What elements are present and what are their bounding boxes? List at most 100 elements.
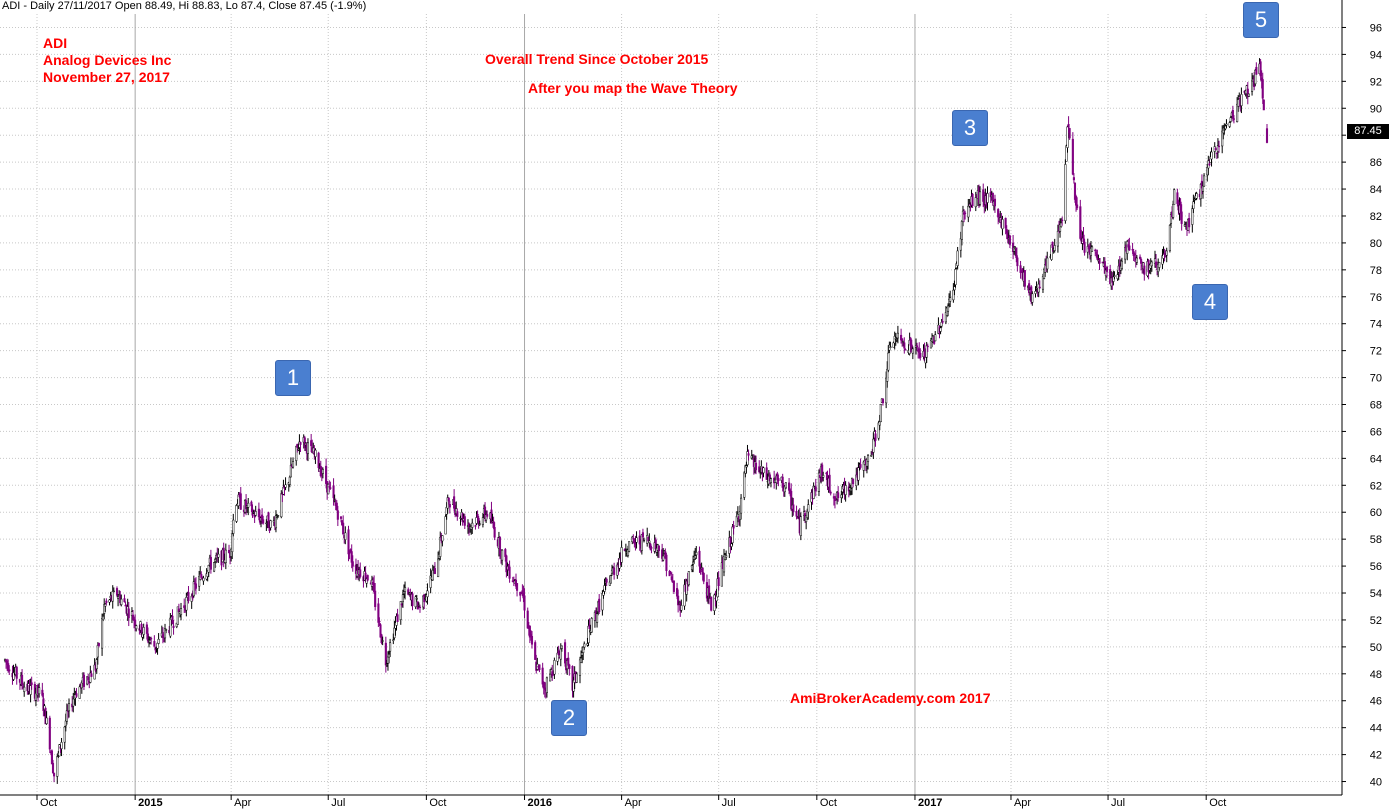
- candle-body: [235, 504, 238, 522]
- x-tick-label-11: Jul: [1111, 797, 1125, 809]
- candle-body: [1237, 99, 1240, 107]
- candle-body: [1005, 228, 1008, 234]
- y-tick-label-60: 60: [1370, 507, 1382, 519]
- candle-body: [879, 404, 882, 423]
- candle-body: [1120, 260, 1123, 269]
- candle-body: [642, 539, 646, 542]
- candle-body: [590, 618, 593, 633]
- candle-body: [475, 517, 478, 524]
- candle-body: [1201, 185, 1205, 192]
- candle-body: [1103, 261, 1106, 274]
- candle-body: [1008, 235, 1011, 245]
- candle-body: [1163, 253, 1166, 255]
- candle-body: [23, 686, 26, 692]
- y-tick-label-42: 42: [1370, 750, 1382, 762]
- wave-label-4: 4: [1192, 284, 1228, 320]
- candle-body: [960, 221, 963, 240]
- candle-body: [123, 598, 126, 603]
- y-tick-label-66: 66: [1370, 426, 1382, 438]
- candle-body: [1165, 250, 1168, 256]
- candle-body: [63, 726, 66, 743]
- candle-body: [448, 504, 451, 508]
- y-tick-label-54: 54: [1370, 588, 1382, 600]
- candle-body: [538, 664, 541, 670]
- candle-body: [134, 619, 137, 626]
- candle-body: [635, 537, 638, 543]
- candle-body: [217, 553, 220, 558]
- candle-body: [82, 674, 85, 687]
- candle-body: [916, 345, 919, 348]
- candle-body: [1071, 138, 1074, 175]
- candle-body: [641, 532, 644, 538]
- candle-body: [289, 464, 292, 478]
- candle-body: [149, 639, 152, 643]
- candle-body: [257, 508, 260, 518]
- candle-body: [892, 342, 895, 348]
- candle-body: [296, 443, 299, 448]
- candle-body: [280, 493, 283, 518]
- candle-body: [408, 592, 411, 594]
- candle-body: [463, 516, 466, 526]
- candle-body: [680, 605, 683, 611]
- candle-body: [319, 465, 322, 477]
- candle-body: [1210, 151, 1213, 160]
- x-tick-label-6: Apr: [625, 797, 642, 809]
- candle-body: [1073, 182, 1077, 200]
- candle-body: [650, 547, 653, 549]
- candle-body: [952, 289, 955, 301]
- candle-body: [504, 549, 507, 557]
- candle-body: [624, 550, 627, 552]
- candle-body: [456, 511, 459, 517]
- candle-body: [677, 595, 680, 606]
- candle-body: [486, 514, 489, 517]
- candle-body: [108, 599, 111, 603]
- candle-body: [1068, 128, 1071, 139]
- candle-body: [433, 568, 436, 574]
- candle-body: [1180, 211, 1183, 224]
- candle-body: [877, 422, 880, 439]
- candle-body: [1176, 192, 1179, 204]
- candle-body: [1124, 247, 1127, 260]
- candle-body: [303, 437, 306, 448]
- candle-body: [15, 666, 18, 679]
- candle-body: [1083, 241, 1086, 253]
- candle-body: [740, 497, 743, 514]
- candle-body: [949, 297, 952, 302]
- candle-body: [866, 455, 870, 462]
- candle-body: [1255, 66, 1258, 75]
- candle-body: [926, 345, 929, 348]
- candle-body: [669, 573, 672, 575]
- candle-body: [399, 601, 402, 620]
- candle-body: [75, 693, 78, 697]
- candle-body: [231, 533, 234, 553]
- candle-body: [291, 461, 295, 468]
- candle-body: [1215, 152, 1218, 154]
- candle-body: [692, 561, 695, 565]
- candle-body: [887, 352, 890, 371]
- candle-body: [893, 336, 896, 344]
- candle-body: [8, 669, 11, 672]
- candle-body: [389, 642, 392, 652]
- candle-body: [784, 482, 787, 489]
- candle-body: [971, 193, 974, 206]
- candle-body: [366, 575, 369, 581]
- candle-body: [1113, 275, 1116, 277]
- candle-body: [171, 615, 174, 624]
- candle-body: [654, 539, 657, 550]
- candle-body: [335, 502, 338, 511]
- y-tick-label-78: 78: [1370, 265, 1382, 277]
- candle-body: [299, 442, 302, 445]
- candle-body: [1203, 175, 1206, 187]
- candle-body: [886, 368, 889, 382]
- candle-body: [613, 567, 616, 575]
- y-tick-label-46: 46: [1370, 696, 1382, 708]
- candle-body: [1173, 189, 1176, 205]
- candle-body: [924, 357, 927, 364]
- candle-body: [325, 465, 328, 484]
- candle-body: [387, 654, 391, 658]
- candle-body: [1013, 246, 1016, 252]
- candle-body: [717, 577, 720, 587]
- candle-body: [1016, 257, 1019, 267]
- candle-body: [127, 608, 130, 619]
